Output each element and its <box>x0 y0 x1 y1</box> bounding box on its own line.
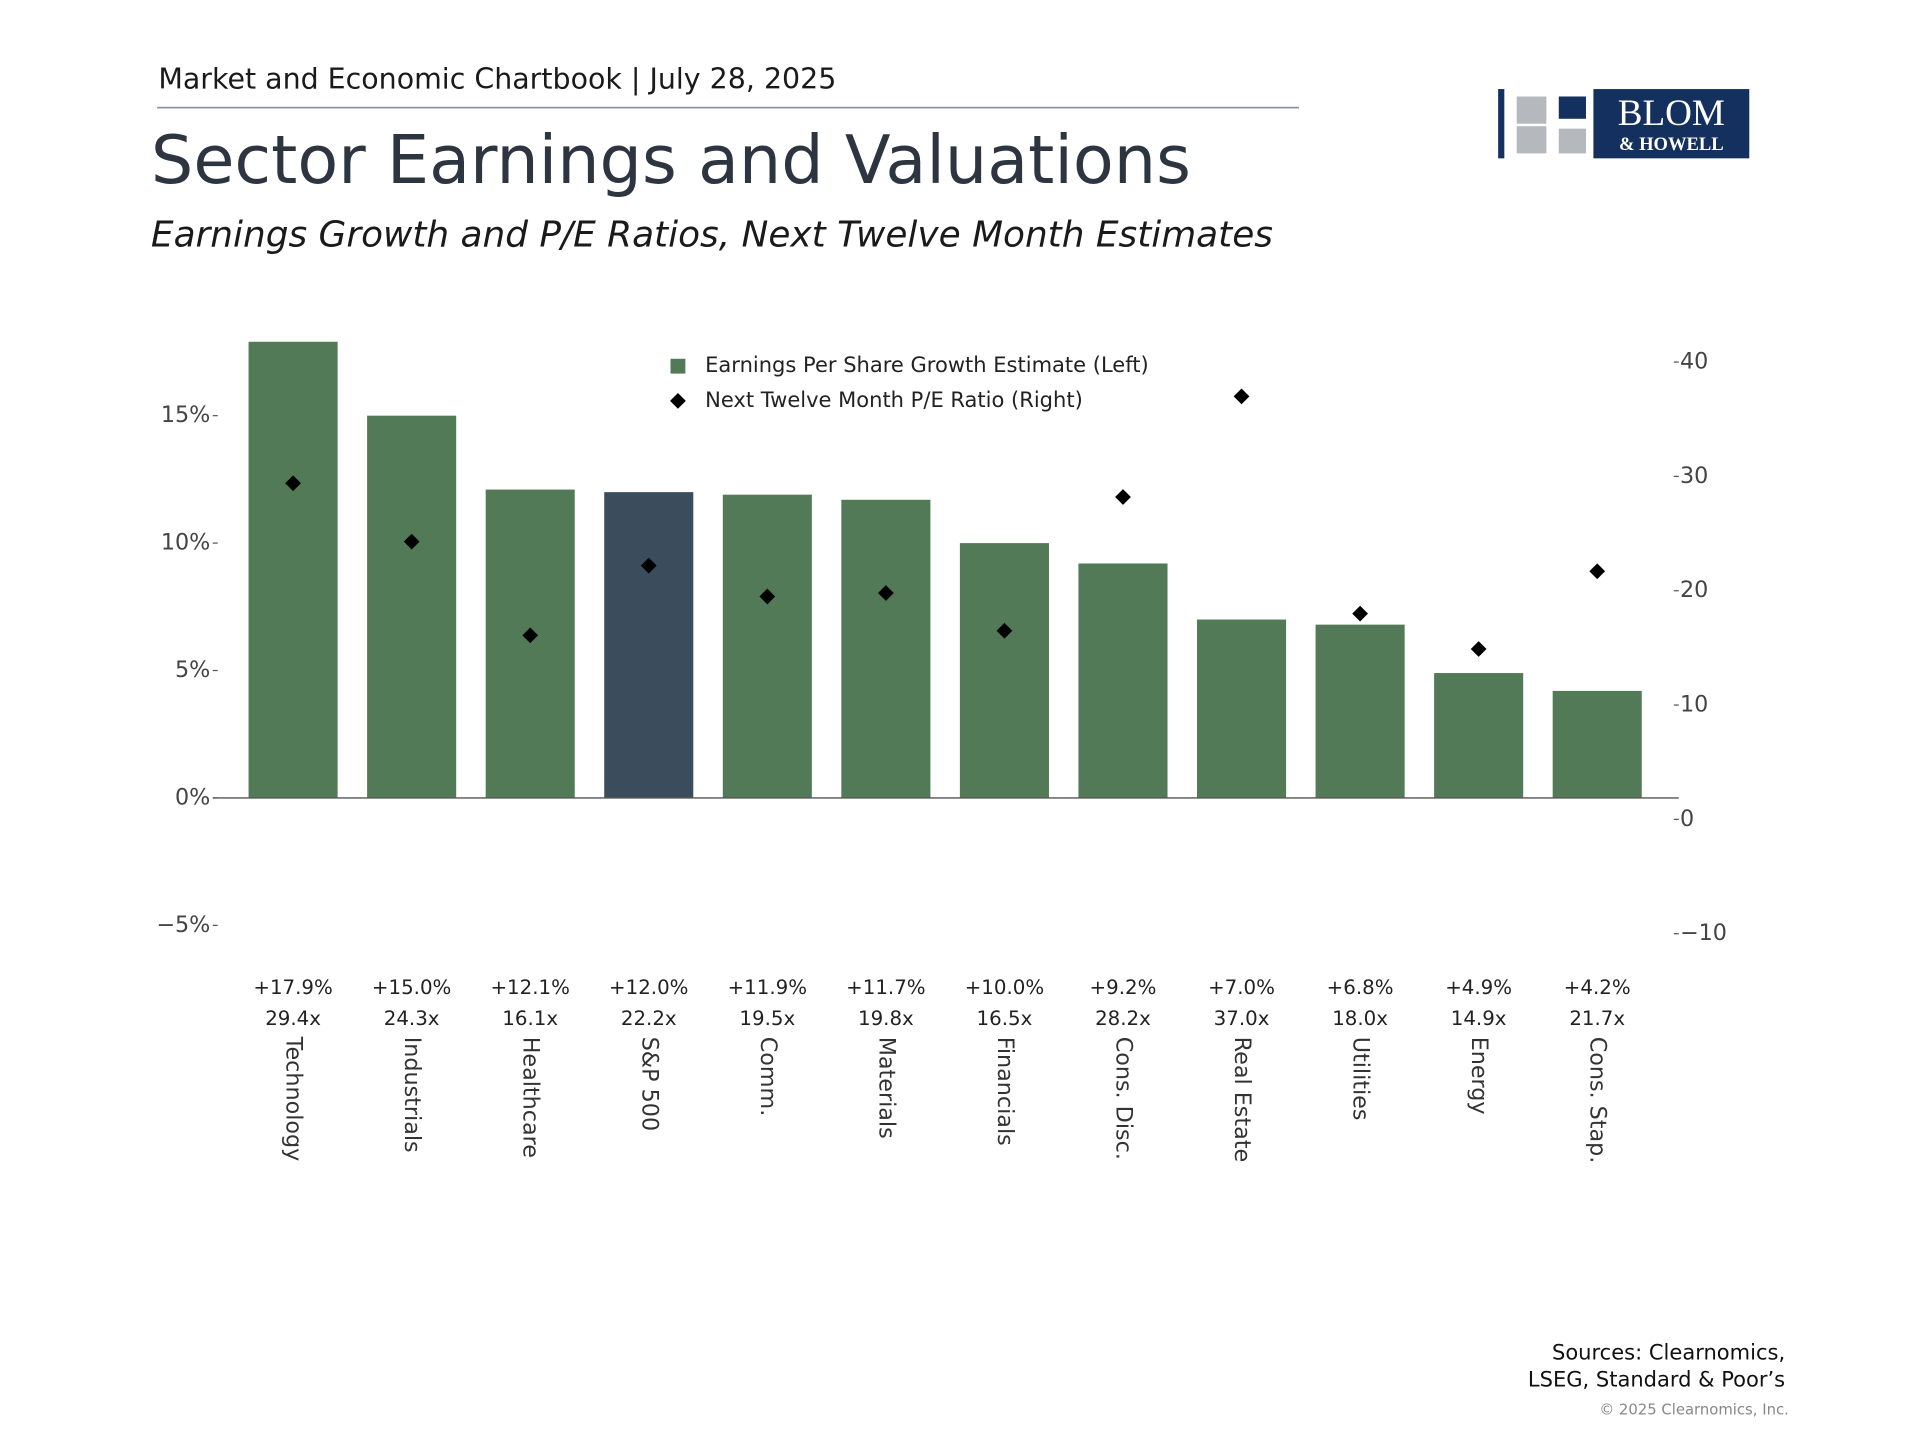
legend-label: Earnings Per Share Growth Estimate (Left… <box>705 352 1149 377</box>
y-tick-label: 0% <box>175 784 210 810</box>
title: Sector Earnings and Valuations <box>151 121 1191 199</box>
logo-block <box>1516 126 1547 154</box>
logo: BLOM & HOWELL <box>1498 89 1750 159</box>
y2-tick-label: 10 <box>1680 692 1708 718</box>
x-tick-label: Healthcare <box>518 1037 544 1158</box>
value-label: 16.1x <box>502 1007 558 1030</box>
pe-marker <box>1352 605 1368 622</box>
value-label: 22.2x <box>621 1007 677 1030</box>
x-tick-label: Real Estate <box>1229 1037 1255 1162</box>
value-label: 21.7x <box>1569 1007 1625 1030</box>
pe-marker <box>1233 388 1250 405</box>
value-label: +6.8% <box>1327 976 1394 999</box>
value-label: +10.0% <box>965 976 1044 999</box>
x-tick-label: Materials <box>873 1037 899 1139</box>
bar <box>1197 619 1287 798</box>
value-label: +12.1% <box>490 976 569 999</box>
bar <box>604 492 694 798</box>
value-label: 28.2x <box>1095 1007 1151 1030</box>
pe-marker <box>403 533 420 550</box>
y-tick-label: 10% <box>161 530 210 556</box>
y-tick-label: −5% <box>156 912 210 938</box>
value-label: 16.5x <box>977 1007 1033 1030</box>
bar <box>367 415 457 798</box>
y2-tick-label: 0 <box>1680 806 1694 832</box>
bar <box>1315 624 1405 798</box>
y2-tick-label: 30 <box>1680 463 1708 489</box>
logo-tagline: & HOWELL <box>1619 134 1724 155</box>
logo-box <box>1593 89 1750 159</box>
copyright: © 2025 Clearnomics, Inc. <box>1599 1401 1789 1418</box>
x-tick-label: Cons. Stap. <box>1585 1037 1611 1164</box>
legend-swatch <box>670 392 686 409</box>
bar <box>248 341 338 798</box>
x-tick-label: Energy <box>1466 1037 1492 1115</box>
value-label: +11.7% <box>846 976 925 999</box>
value-label: 18.0x <box>1332 1007 1388 1030</box>
value-label: +12.0% <box>609 976 688 999</box>
x-tick-label: Technology <box>281 1036 307 1162</box>
logo-block <box>1516 96 1547 124</box>
x-tick-label: Comm. <box>755 1037 781 1117</box>
pe-marker <box>1470 641 1487 657</box>
y-tick-label: 5% <box>175 657 210 683</box>
pe-marker <box>522 627 539 644</box>
value-label: +11.9% <box>728 976 807 999</box>
logo-block <box>1558 128 1586 154</box>
value-label: +7.0% <box>1208 976 1275 999</box>
pe-marker <box>1589 563 1606 580</box>
value-label: 37.0x <box>1214 1007 1270 1030</box>
y-tick-label: 15% <box>161 402 210 428</box>
legend-label: Next Twelve Month P/E Ratio (Right) <box>705 387 1083 412</box>
bar <box>485 489 575 798</box>
bar <box>1434 673 1524 798</box>
legend-swatch <box>670 358 686 374</box>
subtitle: Earnings Growth and P/E Ratios, Next Twe… <box>151 214 1273 255</box>
bar <box>959 543 1049 798</box>
logo-bar <box>1498 89 1505 159</box>
x-tick-label: Cons. Disc. <box>1110 1037 1136 1160</box>
value-label: 24.3x <box>384 1007 440 1030</box>
plot: −5% 0% 5% 10% 15% −10 0 10 20 30 40 +17.9% 29.4x Tech… <box>156 341 1727 1164</box>
value-label: +15.0% <box>372 976 451 999</box>
y2-tick-label: 40 <box>1680 349 1708 375</box>
sources: LSEG, Standard & Poor’s <box>1528 1367 1785 1392</box>
y2-tick-label: 20 <box>1680 577 1708 603</box>
value-label: 14.9x <box>1451 1007 1507 1030</box>
value-label: 19.8x <box>858 1007 914 1030</box>
logo-block <box>1558 96 1586 119</box>
x-tick-label: S&P 500 <box>636 1037 662 1131</box>
y2-tick-label: −10 <box>1680 920 1727 946</box>
x-tick-label: Utilities <box>1348 1037 1374 1121</box>
value-label: 19.5x <box>739 1007 795 1030</box>
pe-marker <box>1115 489 1131 505</box>
value-label: +4.9% <box>1445 976 1512 999</box>
bar <box>722 494 812 798</box>
value-label: 29.4x <box>265 1007 321 1030</box>
value-label: +9.2% <box>1090 976 1157 999</box>
bar <box>1552 690 1642 798</box>
bar <box>841 499 931 798</box>
value-label: +4.2% <box>1564 976 1631 999</box>
chartbook-header: Market and Economic Chartbook | July 28,… <box>158 62 836 95</box>
value-label: +17.9% <box>253 976 332 999</box>
logo-name: BLOM <box>1618 93 1725 134</box>
x-tick-label: Financials <box>992 1037 1018 1146</box>
bar <box>1078 563 1168 798</box>
pe-marker <box>285 475 301 492</box>
sources: Sources: Clearnomics, <box>1552 1339 1785 1364</box>
x-tick-label: Industrials <box>399 1037 425 1153</box>
